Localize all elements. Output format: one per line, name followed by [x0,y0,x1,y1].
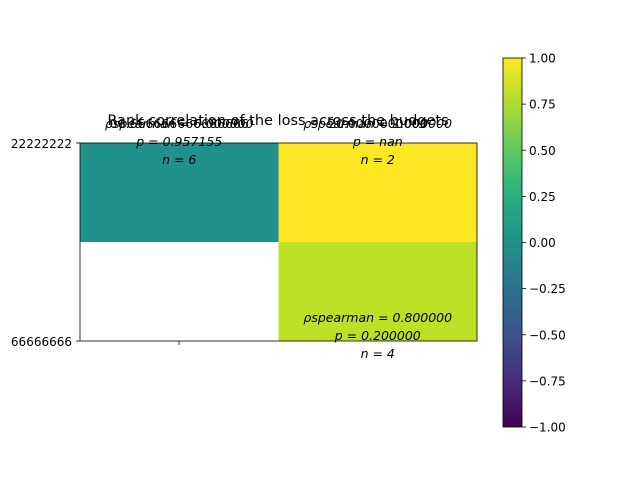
y-tick-label: 22222222 [11,137,72,151]
cell-annotation-text: 06.666666666666666 [110,116,249,131]
cell-annotation-text: n = 6 [162,152,196,167]
cell-annotation-text: p = 0.200000 [334,328,421,343]
cell-annotation-text: n = 4 [361,346,395,361]
heatmap-cell [80,242,279,341]
colorbar-tick-label: 1.00 [529,52,556,66]
colorbar-tick-label: 0.75 [529,98,556,112]
colorbar-tick-label: −0.50 [529,328,566,342]
heatmap-cell [80,143,279,242]
colorbar-ticks: 1.00 0.75 0.50 0.25 0.00 −0.25 −0.50 −0.75 −1.00 [522,52,566,435]
y-tick-label: 66666666 [11,335,72,349]
heatmap-cell [278,242,477,341]
cell-annotation-text: 20.0000000000 [328,116,427,131]
cell-annotation-text: n = 2 [361,152,395,167]
cell-annotation-text: ρspearman = 0.800000 [303,310,452,325]
colorbar-tick-label: 0.50 [529,144,556,158]
colorbar-tick-label: 0.25 [529,190,556,204]
colorbar [502,57,523,428]
colorbar-tick-label: 0.00 [529,236,556,250]
heatmap-cells [80,143,477,341]
colorbar-tick-label: −1.00 [529,421,566,435]
cell-annotation-text: p = nan [352,134,403,149]
colorbar-tick-label: −0.25 [529,282,566,296]
heatmap-cell [278,143,477,242]
cell-annotation-text: p = 0.957155 [135,134,222,149]
chart-title: Rank correlation of the loss across the … [107,113,448,129]
cell-annotation-text: ρspearman = 0.000000 [105,116,254,131]
cell-annotation-text: ρspearman = 1.000000 [303,116,452,131]
plot-frame [79,142,478,342]
colorbar-tick-label: −0.75 [529,374,566,388]
